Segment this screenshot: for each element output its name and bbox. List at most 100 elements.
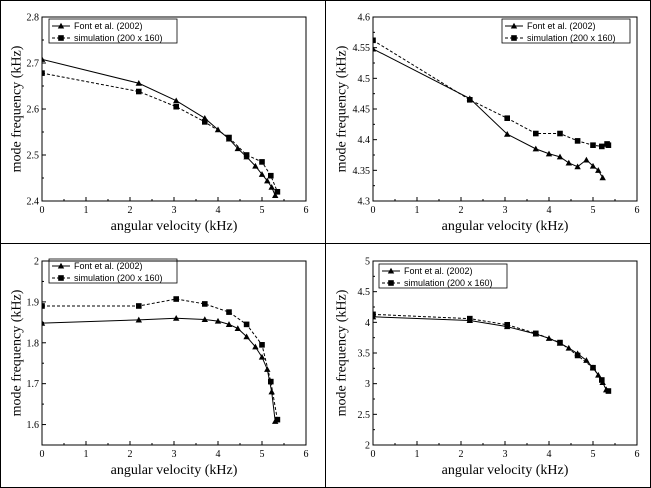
- series-group: [373, 37, 612, 181]
- y-tick-label: 2.6: [27, 105, 40, 116]
- x-tick-label: 6: [304, 205, 309, 216]
- data-point-square: [590, 142, 596, 148]
- legend-marker-triangle: [510, 22, 518, 29]
- data-point-triangle: [545, 150, 553, 157]
- data-point-triangle: [574, 163, 581, 170]
- x-tick-label: 0: [371, 205, 376, 216]
- series-line-font-et-al: [373, 316, 607, 391]
- series-line-font-et-al: [373, 48, 604, 178]
- y-tick-label: 4.45: [353, 105, 371, 116]
- legend-label: simulation (200 x 160): [404, 278, 493, 288]
- x-tick-label: 3: [172, 205, 177, 216]
- x-tick-label: 3: [503, 205, 508, 216]
- y-tick-label: 4.6: [358, 13, 371, 24]
- legend-label: Font et al. (2002): [527, 21, 596, 31]
- data-point-square: [268, 172, 274, 179]
- data-point-square: [533, 130, 539, 137]
- data-point-triangle: [565, 344, 572, 351]
- y-tick-label: 2.5: [358, 410, 371, 421]
- legend-box: [378, 263, 508, 289]
- x-tick-label: 1: [415, 205, 420, 216]
- y-tick-label: 2.5: [27, 151, 40, 162]
- data-point-square: [574, 352, 581, 359]
- legend-marker-square: [58, 35, 64, 41]
- data-point-square: [268, 378, 274, 385]
- y-tick-label: 1.8: [27, 338, 40, 349]
- x-tick-label: 2: [128, 449, 133, 460]
- x-tick-label: 2: [459, 205, 464, 216]
- data-point-square: [202, 119, 208, 125]
- legend-marker-square: [58, 275, 64, 281]
- data-point-triangle: [258, 353, 266, 360]
- x-tick-label: 1: [84, 205, 89, 216]
- legend: Font et al. (2002) simulation (200 x 160): [48, 258, 178, 284]
- data-point-square: [605, 388, 612, 394]
- data-point-triangle: [214, 126, 222, 133]
- x-tick-label: 5: [260, 449, 265, 460]
- data-point-square: [226, 134, 232, 141]
- legend-marker-triangle: [57, 262, 65, 269]
- legend: Font et al. (2002) simulation (200 x 160): [378, 263, 508, 289]
- legend-label: Font et al. (2002): [74, 21, 143, 31]
- legend-label: simulation (200 x 160): [74, 273, 163, 283]
- legend-box: [48, 258, 178, 284]
- x-tick-label: 3: [172, 449, 177, 460]
- data-point-triangle: [225, 321, 233, 327]
- y-axis-label: mode frequency (kHz): [10, 45, 25, 172]
- data-point-square: [226, 309, 232, 315]
- data-point-triangle: [258, 171, 266, 177]
- data-point-triangle: [268, 184, 275, 190]
- data-point-square: [467, 315, 473, 322]
- legend: Font et al. (2002) simulation (200 x 160): [48, 18, 178, 44]
- x-tick-label: 6: [635, 205, 640, 216]
- data-point-triangle: [243, 333, 250, 340]
- y-tick-label: 4.4: [358, 135, 371, 146]
- series-line-simulation: [42, 298, 278, 420]
- x-tick-label: 4: [216, 205, 221, 216]
- data-point-triangle: [556, 153, 564, 160]
- data-point-triangle: [272, 192, 279, 199]
- legend-box: [48, 18, 178, 44]
- series-line-simulation: [373, 313, 609, 392]
- chart-panel-top-left: 0 1 2 3 4 5 6 2.4 2.5 2.6 2.7 2.8 angular velocity (…: [0, 0, 326, 244]
- legend-label: simulation (200 x 160): [74, 33, 163, 43]
- data-point-square: [42, 70, 45, 76]
- series-line-simulation: [42, 72, 278, 192]
- data-point-square: [373, 311, 376, 318]
- data-point-triangle: [252, 162, 259, 169]
- data-point-triangle: [201, 316, 208, 323]
- series-line-simulation: [373, 39, 609, 147]
- y-tick-label: 4.3: [358, 197, 371, 208]
- y-tick-label: 4.35: [353, 166, 371, 177]
- data-point-square: [504, 321, 510, 328]
- x-tick-label: 5: [591, 205, 596, 216]
- legend-box: [501, 18, 631, 44]
- x-tick-label: 2: [459, 449, 464, 460]
- data-point-triangle: [252, 343, 259, 350]
- data-point-square: [136, 303, 142, 309]
- data-point-square: [259, 342, 265, 348]
- y-tick-label: 2: [34, 257, 39, 268]
- x-axis-label: angular velocity (kHz): [111, 219, 238, 234]
- x-tick-label: 1: [84, 449, 89, 460]
- data-point-square: [557, 130, 563, 137]
- y-tick-label: 4.5: [358, 74, 371, 85]
- data-point-triangle: [42, 319, 46, 326]
- x-axis-label: angular velocity (kHz): [111, 463, 238, 478]
- x-axis-label: angular velocity (kHz): [442, 463, 569, 478]
- data-point-triangle: [583, 156, 590, 163]
- series-line-font-et-al: [42, 317, 276, 422]
- x-tick-label: 0: [40, 205, 45, 216]
- data-point-square: [274, 416, 281, 423]
- data-point-triangle: [565, 159, 572, 166]
- data-point-square: [173, 296, 179, 302]
- x-tick-label: 6: [635, 449, 640, 460]
- y-axis-label: mode frequency (kHz): [335, 45, 350, 172]
- y-tick-label: 1.6: [27, 420, 40, 431]
- data-point-square: [259, 159, 265, 165]
- data-point-triangle: [264, 177, 271, 184]
- legend-label: simulation (200 x 160): [527, 33, 616, 43]
- data-point-triangle: [173, 315, 180, 321]
- data-point-square: [533, 330, 539, 337]
